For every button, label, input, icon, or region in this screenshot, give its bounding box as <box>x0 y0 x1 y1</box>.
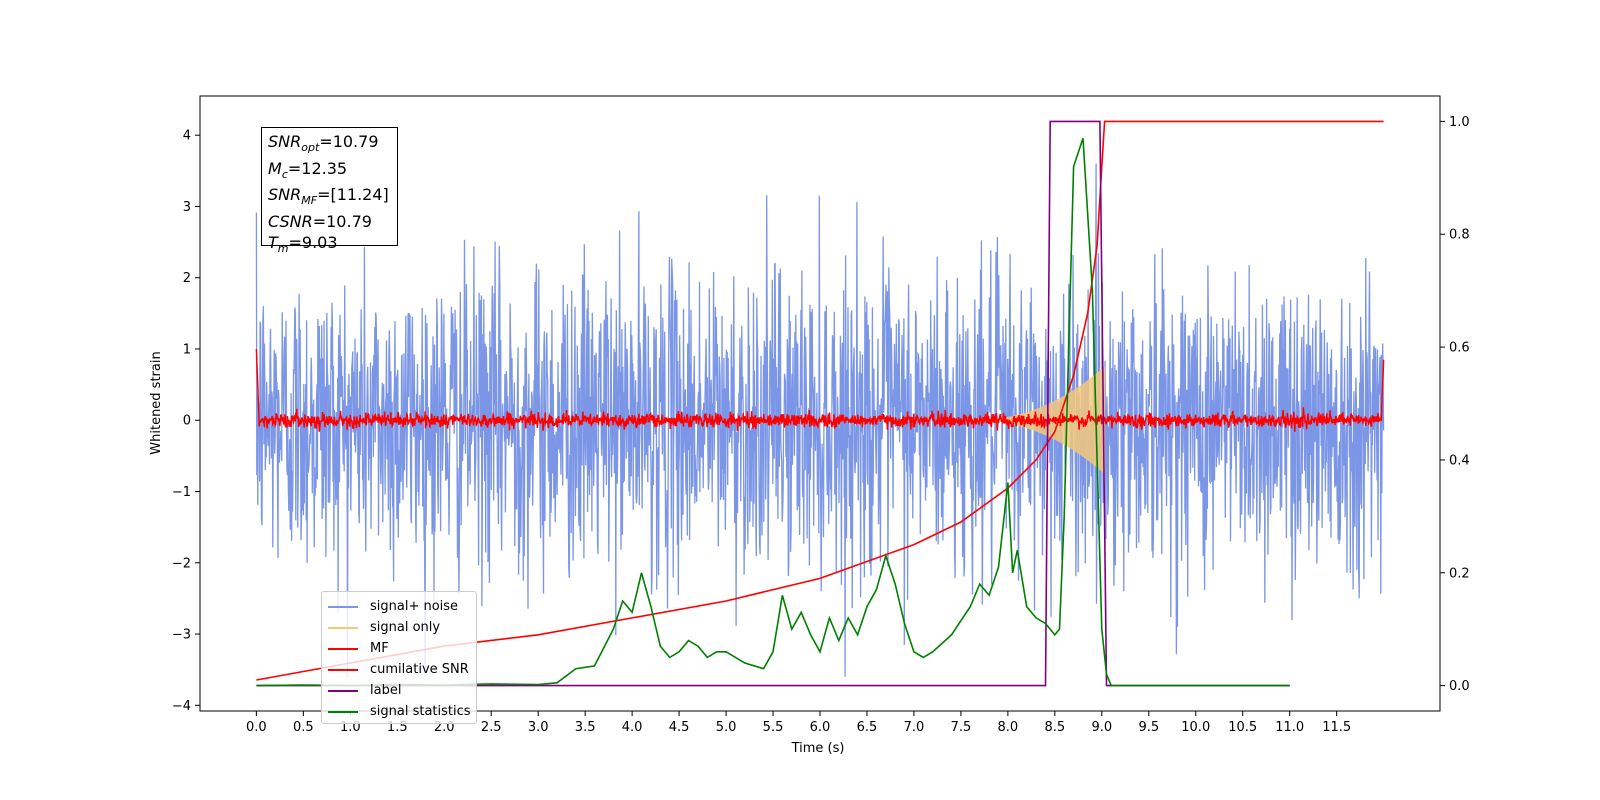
y-axis-left: 4 3 2 1 0 −1 −2 −3 −4 <box>172 129 200 714</box>
metrics-annotation-box: SNRopt=10.79 Mc=12.35 SNRMF=[11.24] CSNR… <box>261 127 398 255</box>
annotation-base: T <box>268 232 278 252</box>
x-tick-label: 0.0 <box>246 720 267 735</box>
annotation-line-mc: Mc=12.35 <box>268 159 397 186</box>
annotation-line-snr-mf: SNRMF=[11.24] <box>268 185 397 212</box>
y2-tick-label: 0.6 <box>1449 341 1470 356</box>
annotation-value: =10.79 <box>319 132 379 151</box>
annotation-base: SNR <box>268 185 302 205</box>
legend-label: MF <box>370 641 389 656</box>
x-tick-label: 3.0 <box>528 720 549 735</box>
y-tick-label: 4 <box>183 129 191 144</box>
x-tick-label: 5.5 <box>763 720 784 735</box>
legend: signal+ noise signal only MF cumilative … <box>321 591 477 724</box>
y-tick-label: 3 <box>183 200 191 215</box>
x-tick-label: 9.5 <box>1138 720 1159 735</box>
x-tick-label: 0.5 <box>293 720 314 735</box>
x-tick-label: 9.0 <box>1091 720 1112 735</box>
y-tick-label: −1 <box>172 485 191 500</box>
y-tick-label: −3 <box>172 628 191 643</box>
x-tick-label: 7.5 <box>951 720 972 735</box>
series-cumulative-snr <box>256 120 1384 681</box>
x-tick-label: 4.5 <box>669 720 690 735</box>
x-tick-label: 4.0 <box>622 720 643 735</box>
y2-tick-label: 1.0 <box>1449 115 1470 130</box>
x-tick-label: 5.0 <box>716 720 737 735</box>
legend-label: signal only <box>370 620 441 635</box>
annotation-line-snr-opt: SNRopt=10.79 <box>268 132 397 159</box>
legend-label: signal statistics <box>370 704 471 719</box>
x-tick-label: 11.0 <box>1275 720 1304 735</box>
series-signal-statistics <box>256 138 1290 687</box>
x-tick-label: 2.5 <box>481 720 502 735</box>
x-tick-label: 8.5 <box>1045 720 1066 735</box>
x-tick-label: 10.5 <box>1228 720 1257 735</box>
y-tick-label: −4 <box>172 699 191 714</box>
legend-item-signal-noise: signal+ noise <box>328 596 476 617</box>
y2-tick-label: 0.8 <box>1449 228 1470 243</box>
annotation-base: CSNR <box>268 212 313 232</box>
x-tick-label: 8.0 <box>998 720 1019 735</box>
legend-swatch <box>328 605 358 608</box>
legend-item-signal-only: signal only <box>328 617 476 638</box>
y2-tick-label: 0.0 <box>1449 679 1470 694</box>
legend-item-mf: MF <box>328 638 476 659</box>
annotation-sub: opt <box>301 141 320 155</box>
annotation-value: =[11.24] <box>317 185 389 205</box>
x-tick-label: 11.5 <box>1322 720 1351 735</box>
x-tick-label: 7.0 <box>904 720 925 735</box>
y-axis-right: 1.0 0.8 0.6 0.4 0.2 0.0 <box>1440 115 1470 694</box>
legend-swatch <box>328 647 358 650</box>
annotation-value: =10.79 <box>312 212 372 232</box>
y-axis-title: Whitened strain <box>149 351 164 454</box>
annotation-sub: m <box>277 241 289 255</box>
y2-tick-label: 0.4 <box>1449 453 1470 468</box>
series-signal-noise <box>255 163 1385 677</box>
series-mf <box>255 348 1385 432</box>
x-tick-label: 10.0 <box>1181 720 1210 735</box>
annotation-line-csnr: CSNR=10.79 <box>268 212 397 233</box>
x-tick-label: 6.0 <box>810 720 831 735</box>
y-tick-label: 0 <box>183 414 191 429</box>
legend-swatch <box>328 626 358 629</box>
legend-swatch <box>328 710 358 713</box>
legend-label: label <box>370 683 402 698</box>
x-tick-label: 6.5 <box>857 720 878 735</box>
y-tick-label: 1 <box>183 342 191 357</box>
legend-item-cumulative-snr: cumilative SNR <box>328 659 476 680</box>
legend-label: signal+ noise <box>370 599 459 614</box>
annotation-sub: c <box>281 167 288 181</box>
x-axis-title: Time (s) <box>791 741 845 756</box>
plot-area <box>255 120 1385 687</box>
legend-item-label: label <box>328 680 476 701</box>
legend-label: cumilative SNR <box>370 662 469 677</box>
y-tick-label: −2 <box>172 556 191 571</box>
annotation-base: M <box>268 158 282 178</box>
x-tick-label: 3.5 <box>575 720 596 735</box>
annotation-line-tm: Tm=9.03 <box>268 233 397 260</box>
legend-swatch <box>328 689 358 692</box>
annotation-base: SNR <box>268 132 302 151</box>
annotation-value: =9.03 <box>288 232 338 252</box>
legend-swatch <box>328 668 358 671</box>
x-axis: 0.0 0.5 1.0 1.5 2.0 2.5 3.0 3.5 4.0 4.5 5.0 5.5 6.0 6… <box>246 711 1351 735</box>
y2-tick-label: 0.2 <box>1449 566 1470 581</box>
legend-item-signal-statistics: signal statistics <box>328 701 476 722</box>
annotation-value: =12.35 <box>287 158 348 178</box>
y-tick-label: 2 <box>183 271 191 286</box>
annotation-sub: MF <box>301 194 318 208</box>
